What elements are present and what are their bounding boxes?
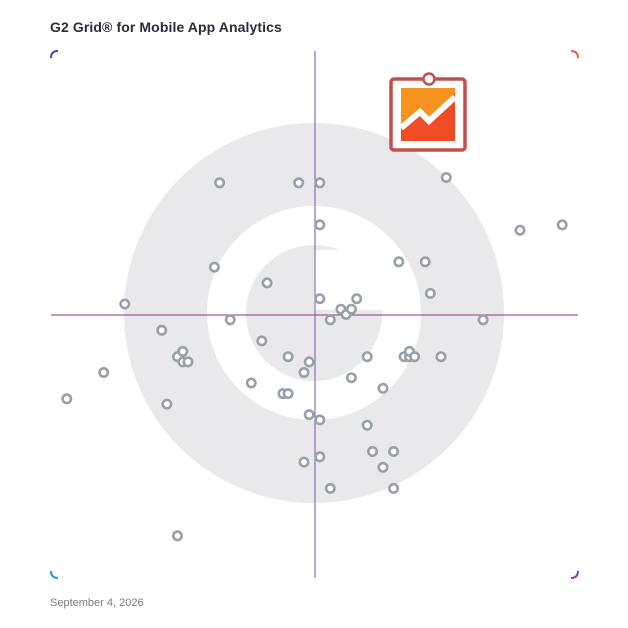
product-point[interactable]: [208, 261, 220, 273]
marker-pin: [422, 72, 436, 86]
product-point[interactable]: [377, 461, 389, 473]
product-point[interactable]: [314, 414, 326, 426]
highlighted-product-marker[interactable]: [389, 72, 467, 152]
product-point[interactable]: [361, 419, 373, 431]
product-point[interactable]: [282, 351, 294, 363]
product-point[interactable]: [298, 366, 310, 378]
product-point[interactable]: [303, 409, 315, 421]
product-point[interactable]: [366, 445, 378, 457]
product-point[interactable]: [172, 530, 184, 542]
product-point[interactable]: [214, 177, 226, 189]
product-point[interactable]: [514, 224, 526, 236]
quadrant-dividers: [51, 51, 578, 578]
product-point[interactable]: [303, 356, 315, 368]
product-point[interactable]: [224, 314, 236, 326]
product-point[interactable]: [256, 335, 268, 347]
product-point[interactable]: [324, 482, 336, 494]
product-point[interactable]: [314, 177, 326, 189]
product-point[interactable]: [388, 445, 400, 457]
g2-watermark-logo: 2: [124, 123, 504, 503]
product-point[interactable]: [324, 314, 336, 326]
product-point[interactable]: [477, 314, 489, 326]
product-point[interactable]: [177, 345, 189, 357]
report-date: September 4, 2026: [50, 597, 144, 609]
trend-line-icon: [399, 94, 458, 131]
product-point[interactable]: [182, 356, 194, 368]
product-point[interactable]: [409, 351, 421, 363]
product-point[interactable]: [377, 382, 389, 394]
product-point[interactable]: [393, 256, 405, 268]
product-point[interactable]: [98, 366, 110, 378]
product-point[interactable]: [345, 303, 357, 315]
product-point[interactable]: [556, 219, 568, 231]
product-point[interactable]: [119, 298, 131, 310]
product-point[interactable]: [424, 287, 436, 299]
chart-title: G2 Grid® for Mobile App Analytics: [50, 19, 282, 35]
product-point[interactable]: [345, 372, 357, 384]
product-point[interactable]: [282, 388, 294, 400]
product-point[interactable]: [388, 482, 400, 494]
product-point[interactable]: [245, 377, 257, 389]
product-point[interactable]: [314, 451, 326, 463]
product-point[interactable]: [261, 277, 273, 289]
product-point[interactable]: [440, 172, 452, 184]
product-point[interactable]: [293, 177, 305, 189]
product-point[interactable]: [419, 256, 431, 268]
data-points: [61, 172, 568, 542]
product-point[interactable]: [156, 324, 168, 336]
product-point[interactable]: [298, 456, 310, 468]
product-point[interactable]: [361, 351, 373, 363]
product-point[interactable]: [314, 293, 326, 305]
product-point[interactable]: [161, 398, 173, 410]
product-point[interactable]: [314, 219, 326, 231]
svg-text:2: 2: [343, 220, 373, 280]
product-point[interactable]: [435, 351, 447, 363]
product-point[interactable]: [61, 393, 73, 405]
product-point[interactable]: [351, 293, 363, 305]
